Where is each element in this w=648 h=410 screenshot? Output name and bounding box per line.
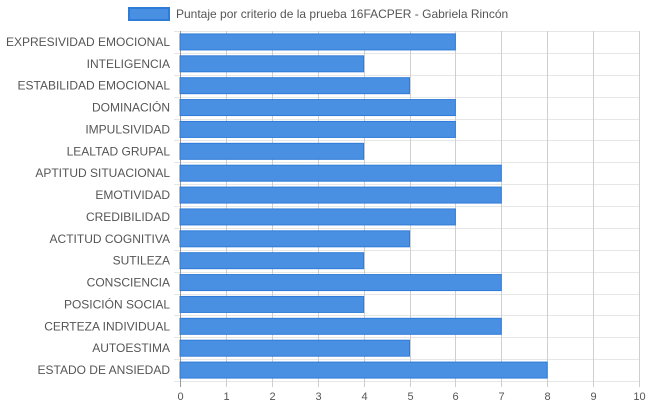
x-tick-label: 8 [544,391,550,403]
legend-swatch [128,7,170,21]
category-label: AUTOESTIMA [92,341,170,355]
x-tick-label: 6 [452,391,458,403]
category-label: SUTILEZA [113,254,170,268]
category-label: LEALTAD GRUPAL [67,144,171,158]
category-label: POSICIÓN SOCIAL [64,296,170,311]
category-label: APTITUD SITUACIONAL [35,166,170,180]
x-tick-label: 3 [315,391,321,403]
bar[interactable] [179,317,502,335]
category-label: IMPULSIVIDAD [85,122,170,136]
bar[interactable] [179,295,365,313]
bar[interactable] [179,208,456,226]
legend-label: Puntaje por criterio de la prueba 16FACP… [176,7,508,21]
bar[interactable] [179,55,365,73]
x-tick-label: 4 [361,391,367,403]
x-tick-label: 2 [269,391,275,403]
bar[interactable] [179,120,456,138]
category-labels: EXPRESIVIDAD EMOCIONAL INTELIGENCIA ESTABI… [6,35,170,377]
category-label: INTELIGENCIA [87,57,170,71]
bar[interactable] [179,361,548,379]
category-label: CREDIBILIDAD [86,210,170,224]
bars [179,33,548,379]
category-label: ESTABILIDAD EMOCIONAL [18,79,171,93]
bar[interactable] [179,142,365,160]
x-tick-label: 10 [633,391,645,403]
category-label: DOMINACIÓN [92,100,170,115]
category-label: ACTITUD COGNITIVA [50,232,170,246]
x-tick-label: 9 [590,391,596,403]
bar[interactable] [179,230,410,248]
x-tick-label: 7 [498,391,504,403]
x-tick-label: 1 [223,391,229,403]
bar[interactable] [179,99,456,117]
category-label: ESTADO DE ANSIEDAD [38,363,171,377]
x-tick-labels: 0 1 2 3 4 5 6 7 8 9 10 [177,391,645,403]
category-label: EXPRESIVIDAD EMOCIONAL [6,35,170,49]
legend[interactable]: Puntaje por criterio de la prueba 16FACP… [128,7,508,21]
bar[interactable] [179,33,456,51]
bar[interactable] [179,339,410,357]
category-label: CERTEZA INDIVIDUAL [44,319,170,333]
category-label: EMOTIVIDAD [95,188,170,202]
x-tick-label: 5 [407,391,413,403]
bar[interactable] [179,77,410,95]
category-label: CONSCIENCIA [87,276,170,290]
bar[interactable] [179,164,502,182]
bar[interactable] [179,274,502,292]
bar[interactable] [179,186,502,204]
x-tick-label: 0 [177,391,183,403]
bar[interactable] [179,252,365,270]
